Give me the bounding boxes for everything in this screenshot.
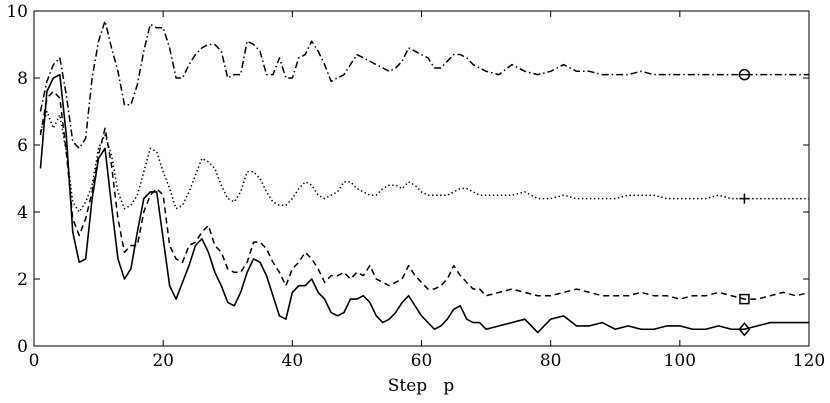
- series-line-dash-dot: [39, 20, 809, 150]
- diamond-marker: [738, 322, 751, 337]
- y-tick-label: 8: [17, 69, 28, 89]
- y-tick-label: 10: [6, 2, 28, 22]
- x-tick-label: 100: [664, 351, 696, 371]
- x-axis-label: Step p: [388, 376, 455, 396]
- series-line-dotted: [39, 110, 809, 213]
- y-tick-label: 6: [17, 136, 28, 156]
- series-lines: [39, 20, 810, 334]
- plus-marker: [739, 193, 750, 204]
- series-line-dashed: [39, 90, 810, 300]
- y-tick-label: 4: [17, 203, 28, 223]
- x-tick-label: 80: [540, 351, 562, 371]
- series-markers: [738, 68, 751, 337]
- x-tick-label: 20: [152, 351, 174, 371]
- x-tick-label: 40: [282, 351, 304, 371]
- axis-ticks: 0 20 40 60 80 100 120 0 2 4 6 8 10: [6, 2, 825, 371]
- y-tick-label: 0: [17, 337, 28, 357]
- series-line-solid: [39, 73, 809, 334]
- y-tick-label: 2: [17, 270, 28, 290]
- x-tick-label: 0: [29, 351, 40, 371]
- x-tick-label: 120: [793, 351, 825, 371]
- square-marker: [739, 293, 750, 305]
- x-tick-label: 60: [411, 351, 433, 371]
